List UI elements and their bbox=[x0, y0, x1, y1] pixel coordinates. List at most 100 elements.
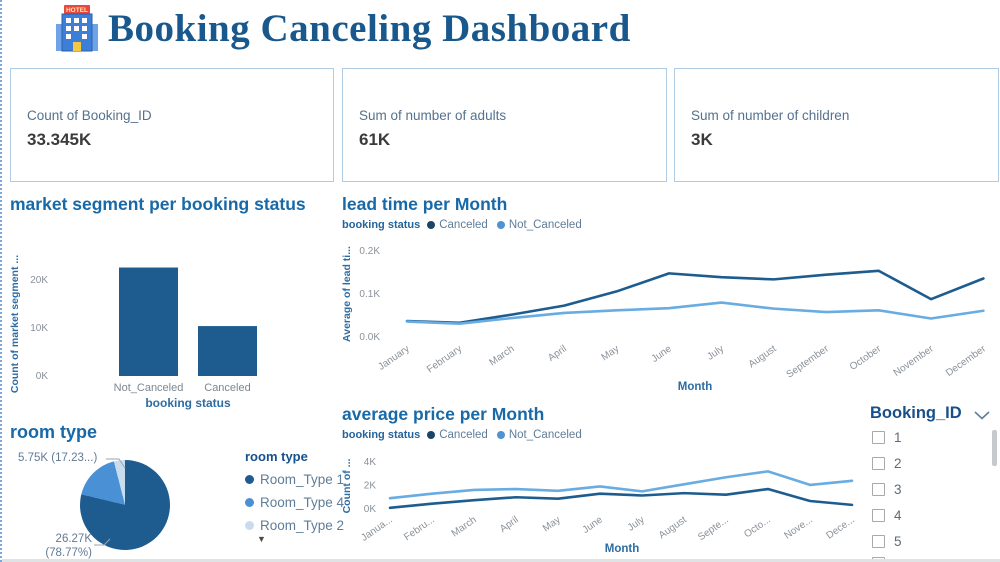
x-tick-label: August bbox=[747, 343, 779, 370]
x-tick-label: Septe... bbox=[696, 514, 731, 543]
y-axis-title: Average of lead ti... bbox=[341, 246, 353, 342]
y-axis-title: Count of ... bbox=[341, 459, 353, 514]
y-tick-label: 0.2K bbox=[359, 246, 380, 257]
x-tick-label: Nove... bbox=[782, 514, 814, 541]
checkbox[interactable] bbox=[872, 457, 885, 470]
line-series-Not_Canceled bbox=[388, 470, 854, 500]
x-tick-label: April bbox=[498, 514, 521, 534]
x-tick-label: Dece... bbox=[824, 514, 856, 541]
roomtype2-dot bbox=[245, 521, 254, 530]
y-tick-label: 20K bbox=[30, 275, 48, 286]
line-series-Canceled bbox=[388, 487, 854, 510]
x-tick-label: November bbox=[892, 343, 937, 379]
slicer-item-5[interactable]: 5 bbox=[872, 534, 902, 549]
x-category-label: Canceled bbox=[204, 382, 250, 394]
canceled-legend-dot bbox=[427, 431, 436, 439]
x-tick-label: May bbox=[600, 343, 622, 363]
legend-item-roomtype1[interactable]: Room_Type 1 bbox=[245, 472, 344, 487]
chevron-down-icon[interactable] bbox=[974, 411, 990, 420]
checkbox[interactable] bbox=[872, 431, 885, 444]
legend-title: booking status bbox=[342, 219, 421, 231]
x-axis-title: Month bbox=[605, 543, 639, 555]
legend-label-notcanceled: Not_Canceled bbox=[508, 219, 582, 231]
pie-callout-roomtype1: 26.27K (78.77%) bbox=[38, 532, 92, 560]
roomtype1-dot bbox=[245, 475, 254, 484]
roomtype1-label: Room_Type 1 bbox=[260, 472, 345, 487]
y-tick-label: 0.1K bbox=[359, 289, 380, 300]
line-series-Canceled bbox=[405, 269, 985, 325]
kpi-card-booking-count: Count of Booking_ID 33.345K bbox=[10, 68, 334, 182]
y-tick-label: 10K bbox=[30, 323, 48, 334]
market-segment-bar-chart: 0K 10K 20K Count of market segment ... Not_C… bbox=[10, 255, 257, 410]
x-tick-label: July bbox=[705, 343, 726, 362]
x-tick-label: September bbox=[785, 343, 832, 380]
x-tick-label: October bbox=[848, 343, 884, 373]
legend-item-roomtype2[interactable]: Room_Type 2 bbox=[245, 518, 344, 533]
y-tick-label: 2K bbox=[364, 481, 377, 492]
notcanceled-legend-dot bbox=[496, 221, 505, 229]
kpi-value: 33.345K bbox=[27, 130, 92, 149]
legend-item-roomtype4[interactable]: Room_Type 4 bbox=[245, 495, 344, 510]
y-axis-title: Count of market segment ... bbox=[10, 255, 21, 393]
kpi-label: Sum of number of children bbox=[691, 108, 850, 123]
checkbox[interactable] bbox=[872, 509, 885, 522]
avgprice-chart-title: average price per Month bbox=[342, 404, 545, 424]
roomtype2-label: Room_Type 2 bbox=[260, 518, 345, 533]
x-tick-label: June bbox=[581, 514, 605, 536]
x-tick-label: February bbox=[425, 343, 464, 375]
x-tick-label: January bbox=[376, 343, 411, 372]
pie-callout-roomtype4: 5.75K (17.23...) bbox=[18, 452, 98, 464]
slicer-title: Booking_ID bbox=[870, 404, 962, 422]
x-tick-label: March bbox=[487, 343, 516, 368]
lead-time-line-chart: 0.0K 0.1K 0.2K Average of lead ti... January… bbox=[341, 246, 989, 393]
hotel-sign-text: HOTEL bbox=[66, 7, 88, 14]
kpi-card-children-sum: Sum of number of children 3K bbox=[674, 68, 999, 182]
leadtime-chart-title: lead time per Month bbox=[342, 194, 508, 214]
room-type-legend: room type Room_Type 1 Room_Type 4 Room_T… bbox=[245, 449, 344, 541]
y-tick-label: 4K bbox=[364, 457, 377, 468]
slicer-item-label: 2 bbox=[894, 456, 902, 471]
page-title: Booking Canceling Dashboard bbox=[108, 7, 631, 50]
checkbox[interactable] bbox=[872, 483, 885, 496]
x-tick-label: August bbox=[657, 514, 689, 541]
slicer-item-label: 1 bbox=[894, 430, 902, 445]
legend-label-canceled: Canceled bbox=[439, 219, 488, 231]
x-tick-label: March bbox=[450, 514, 479, 539]
x-tick-label: April bbox=[546, 343, 569, 363]
x-axis-title: Month bbox=[678, 381, 712, 393]
slicer-item-label: 3 bbox=[894, 482, 902, 497]
room-legend-title: room type bbox=[245, 449, 308, 464]
legend-expand-arrow-icon[interactable]: ▼ bbox=[257, 534, 266, 544]
slicer-item-1[interactable]: 1 bbox=[872, 430, 902, 445]
slicer-item-2[interactable]: 2 bbox=[872, 456, 902, 471]
slicer-item-3[interactable]: 3 bbox=[872, 482, 902, 497]
pie-chart-title: room type bbox=[10, 422, 98, 442]
kpi-value: 61K bbox=[359, 130, 391, 149]
bar-chart-title: market segment per booking status bbox=[10, 194, 306, 214]
kpi-label: Count of Booking_ID bbox=[27, 108, 152, 123]
kpi-value: 3K bbox=[691, 130, 713, 149]
x-tick-label: Octo... bbox=[742, 514, 772, 540]
canceled-legend-dot bbox=[427, 221, 436, 229]
slicer-item-4[interactable]: 4 bbox=[872, 508, 902, 523]
x-category-label: Not_Canceled bbox=[114, 382, 184, 394]
slicer-item-label: 5 bbox=[894, 534, 902, 549]
bar-Canceled bbox=[198, 326, 257, 376]
kpi-card-adults-sum: Sum of number of adults 61K bbox=[342, 68, 667, 182]
room-type-pie[interactable] bbox=[80, 460, 170, 550]
legend-label-canceled: Canceled bbox=[439, 429, 488, 441]
avgprice-legend: booking status Canceled Not_Canceled bbox=[342, 429, 591, 441]
pie-callout-value: 26.27K bbox=[55, 533, 92, 545]
y-tick-label: 0.0K bbox=[359, 332, 380, 343]
legend-title: booking status bbox=[342, 429, 421, 441]
slicer-item-label: 4 bbox=[894, 508, 902, 523]
line-series-Not_Canceled bbox=[405, 301, 985, 325]
kpi-label: Sum of number of adults bbox=[359, 108, 507, 123]
x-tick-label: Janua... bbox=[359, 514, 394, 543]
bottom-edge-strip bbox=[2, 559, 1000, 562]
x-tick-label: May bbox=[541, 514, 563, 534]
slicer-scrollbar[interactable] bbox=[992, 430, 997, 466]
checkbox[interactable] bbox=[872, 535, 885, 548]
x-tick-label: July bbox=[626, 514, 647, 533]
